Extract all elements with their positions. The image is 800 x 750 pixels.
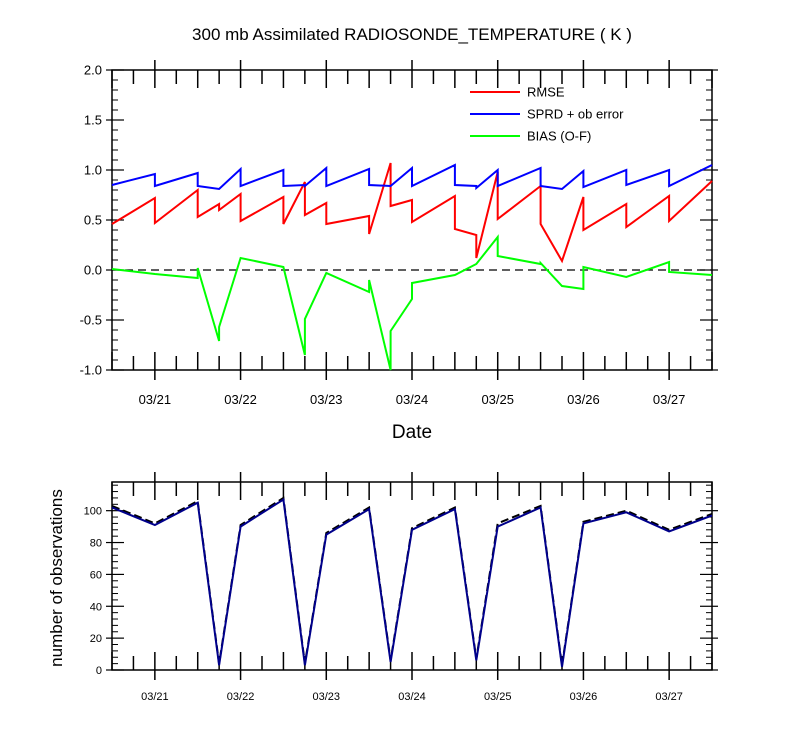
y-tick-label: 2.0 <box>84 63 102 78</box>
top-panel: -1.0 -0.5 0.0 0.5 1.0 1.5 2.0 03/21 03/22 03/23 0… <box>80 60 718 443</box>
x-tick-label: 03/22 <box>227 691 255 703</box>
series-line-rmse <box>111 162 713 264</box>
y-tick-label: 0.5 <box>84 213 102 228</box>
x-tick-label: 03/25 <box>484 691 512 703</box>
chart-title: 300 mb Assimilated RADIOSONDE_TEMPERATUR… <box>192 25 632 44</box>
y-tick-label: 1.5 <box>84 113 102 128</box>
legend-label-bias-o-f: BIAS (O-F) <box>527 129 591 144</box>
x-tick-label: 03/27 <box>655 691 683 703</box>
y-tick-label: 20 <box>90 633 102 645</box>
x-tick-label: 03/23 <box>313 691 341 703</box>
legend-label-rmse: RMSE <box>527 85 565 100</box>
y-tick-label: -0.5 <box>80 313 102 328</box>
y-tick-label: 40 <box>90 601 102 613</box>
series-line-sprd-ob-error <box>111 163 713 191</box>
x-tick-label: 03/26 <box>567 392 600 407</box>
x-tick-label: 03/24 <box>398 691 426 703</box>
legend-label-sprd-ob-error: SPRD + ob error <box>527 107 624 122</box>
y-tick-label: 60 <box>90 569 102 581</box>
y-axis-label-observations: number of observations <box>47 489 66 667</box>
series-line-bias-o-f <box>111 234 713 371</box>
bottom-plot-frame <box>111 481 713 671</box>
y-tick-label: 0 <box>96 665 102 677</box>
x-tick-label: 03/27 <box>653 392 686 407</box>
series-line-assimilated <box>111 497 713 667</box>
x-tick-label: 03/25 <box>481 392 514 407</box>
x-axis-label: Date <box>392 422 432 443</box>
series-line-possible <box>111 496 713 666</box>
y-tick-label: 100 <box>84 506 102 518</box>
y-tick-label: -1.0 <box>80 363 102 378</box>
x-tick-label: 03/21 <box>139 392 172 407</box>
x-tick-label: 03/21 <box>141 691 169 703</box>
x-tick-label: 03/22 <box>224 392 257 407</box>
legend: RMSE SPRD + ob error BIAS (O-F) <box>470 85 624 144</box>
y-tick-label: 0.0 <box>84 263 102 278</box>
bottom-panel: 0 20 40 60 80 100 03/21 03/22 03/23 03/24 03/25 03… <box>47 472 718 703</box>
x-tick-label: 03/24 <box>396 392 429 407</box>
y-tick-label: 80 <box>90 538 102 550</box>
x-tick-label: 03/26 <box>570 691 598 703</box>
y-tick-label: 1.0 <box>84 163 102 178</box>
x-tick-label: 03/23 <box>310 392 343 407</box>
